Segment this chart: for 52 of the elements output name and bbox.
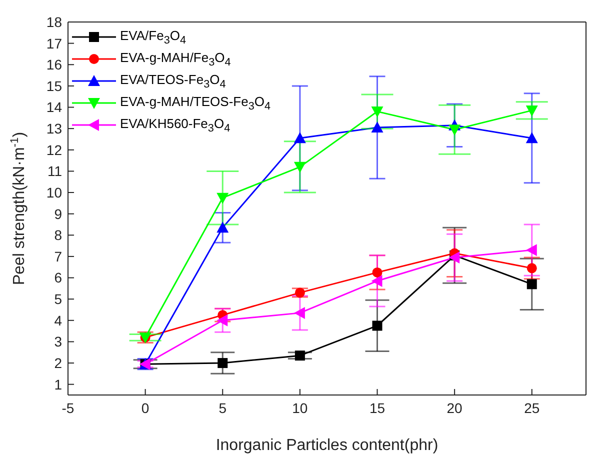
legend-label: EVA/Fe$_{3}$O$_{4}$ bbox=[120, 28, 186, 46]
y-tick-label: 5 bbox=[54, 291, 62, 308]
legend-label: EVA-g-MAH/TEOS-Fe$_{3}$O$_{4}$ bbox=[120, 94, 271, 112]
y-tick-label: 15 bbox=[46, 78, 62, 94]
legend-label: EVA/KH560-Fe$_{3}$O$_{4}$ bbox=[120, 116, 230, 134]
point bbox=[526, 279, 537, 290]
point bbox=[294, 162, 306, 173]
y-tick-label: 4 bbox=[54, 312, 62, 328]
point bbox=[216, 222, 229, 233]
point bbox=[294, 132, 306, 144]
point bbox=[294, 350, 305, 361]
y-tick-label: 6 bbox=[54, 270, 62, 286]
y-tick-label: 16 bbox=[46, 56, 62, 73]
x-tick-label: 10 bbox=[292, 400, 308, 416]
point bbox=[216, 192, 229, 204]
y-tick-label: 12 bbox=[46, 142, 62, 158]
point bbox=[448, 252, 460, 264]
y-tick-label: 17 bbox=[46, 35, 62, 52]
point bbox=[371, 106, 384, 118]
point bbox=[294, 306, 305, 319]
x-axis-title: Inorganic Particles content(phr) bbox=[216, 437, 438, 454]
y-tick-label: 10 bbox=[46, 184, 62, 200]
legend-label: EVA/TEOS-Fe$_{3}$O$_{4}$ bbox=[120, 72, 226, 90]
y-tick-label: 9 bbox=[54, 206, 62, 222]
point bbox=[526, 132, 538, 144]
y-tick-label: 1 bbox=[54, 376, 62, 392]
x-tick-label: -5 bbox=[62, 400, 74, 416]
y-tick-label: 18 bbox=[46, 14, 62, 30]
point bbox=[372, 267, 382, 278]
y-tick-label: 13 bbox=[46, 120, 62, 137]
point bbox=[218, 358, 228, 368]
legend-label: EVA-g-MAH/Fe$_{3}$O$_{4}$ bbox=[120, 50, 231, 68]
point bbox=[216, 314, 228, 326]
point bbox=[371, 274, 382, 287]
y-tick-label: 7 bbox=[54, 248, 62, 264]
x-tick-label: 0 bbox=[141, 400, 150, 416]
point bbox=[526, 263, 537, 274]
point bbox=[294, 288, 305, 298]
point bbox=[526, 105, 538, 116]
point bbox=[526, 244, 537, 256]
x-tick-label: 25 bbox=[524, 400, 540, 416]
x-tick-label: 20 bbox=[446, 400, 463, 416]
point bbox=[371, 122, 384, 133]
y-tick-label: 2 bbox=[54, 355, 62, 371]
y-tick-label: 11 bbox=[47, 163, 62, 180]
y-tick-label: 3 bbox=[54, 334, 62, 350]
x-tick-label: 15 bbox=[369, 400, 386, 416]
y-tick-label: 8 bbox=[54, 227, 62, 244]
point bbox=[448, 124, 461, 136]
x-tick-label: 5 bbox=[218, 400, 227, 416]
point bbox=[372, 320, 382, 331]
y-tick-label: 14 bbox=[46, 99, 62, 116]
